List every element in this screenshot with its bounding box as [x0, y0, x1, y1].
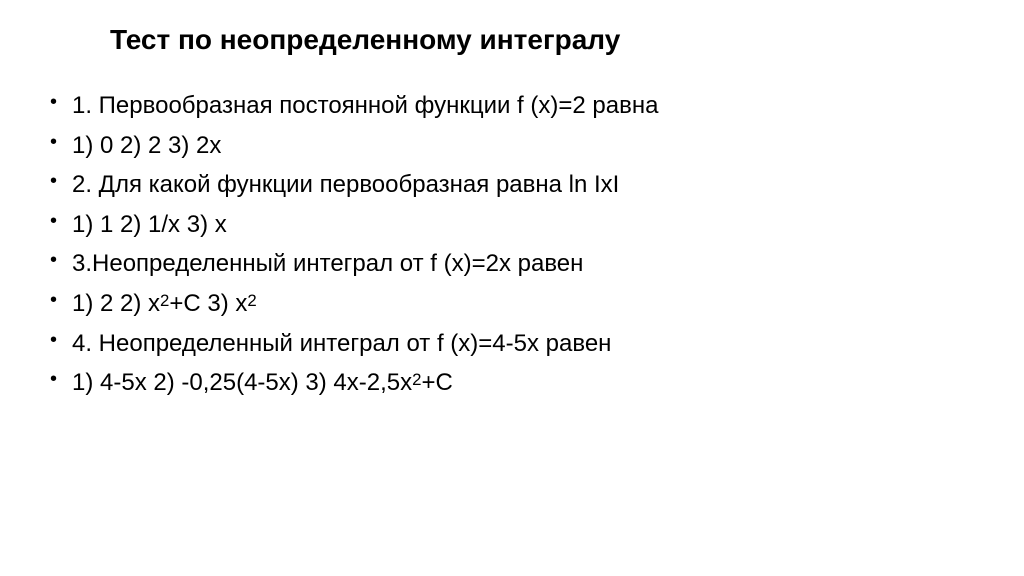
- superscript-2: 2: [247, 291, 256, 310]
- question-3: 3.Неопределенный интеграл от f (x)=2x ра…: [50, 244, 994, 284]
- answer-3: 1) 2 2) x2+C 3) x2: [50, 284, 994, 324]
- answer-4-part1: 1) 4-5x 2) -0,25(4-5x) 3) 4x-2,5x: [72, 369, 412, 396]
- answer-3-part2: +C 3) x: [169, 290, 247, 317]
- page-title: Тест по неопределенному интегралу: [110, 24, 994, 56]
- question-2: 2. Для какой функции первообразная равна…: [50, 165, 994, 205]
- answer-2: 1) 1 2) 1/x 3) x: [50, 205, 994, 245]
- question-4: 4. Неопределенный интеграл от f (x)=4-5x…: [50, 324, 994, 364]
- answer-4-part2: +C: [421, 369, 452, 396]
- answer-1: 1) 0 2) 2 3) 2x: [50, 126, 994, 166]
- answer-3-part1: 1) 2 2) x: [72, 290, 160, 317]
- question-1: 1. Первообразная постоянной функции f (x…: [50, 86, 994, 126]
- superscript-3: 2: [412, 370, 421, 389]
- superscript-1: 2: [160, 291, 169, 310]
- question-list: 1. Первообразная постоянной функции f (x…: [30, 86, 994, 403]
- answer-4: 1) 4-5x 2) -0,25(4-5x) 3) 4x-2,5x2+C: [50, 363, 994, 403]
